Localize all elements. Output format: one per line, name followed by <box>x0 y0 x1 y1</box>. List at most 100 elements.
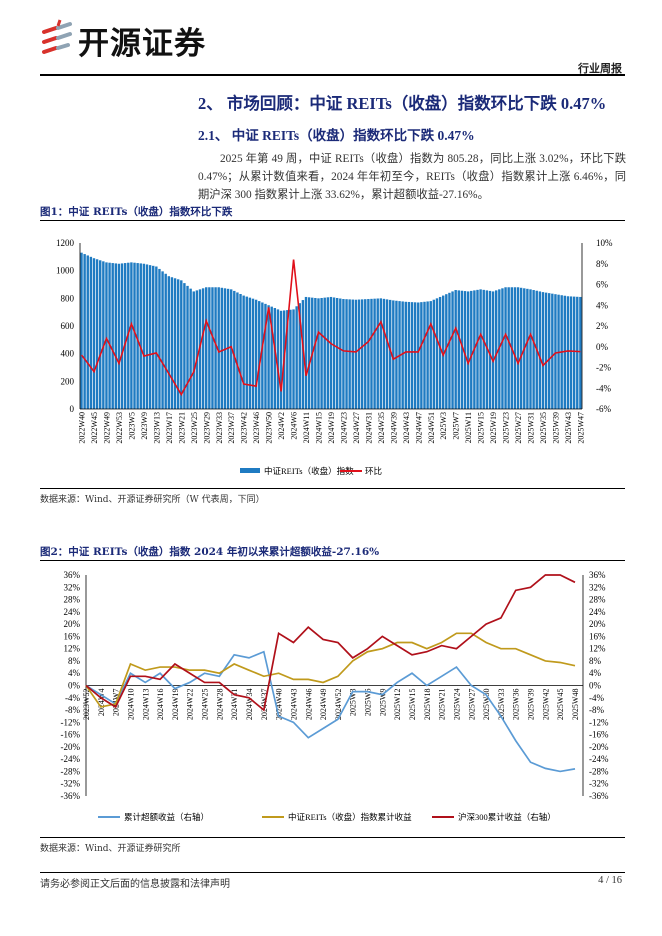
index-bar <box>298 303 301 409</box>
index-bar <box>457 290 460 409</box>
index-bar <box>519 287 523 409</box>
index-bar <box>307 297 311 409</box>
x-tick-label: 2025W24 <box>452 689 461 721</box>
index-bar <box>395 300 398 409</box>
index-bar <box>136 263 139 409</box>
index-bar <box>111 263 114 409</box>
index-bar <box>130 262 133 409</box>
figure2-source: 数据来源：Wind、开源证券研究所 <box>40 844 181 854</box>
y-tick-right: -16% <box>589 730 609 740</box>
y-tick-left: 28% <box>64 595 81 605</box>
index-bar <box>541 292 545 409</box>
x-tick-label: 2022W49 <box>103 412 112 444</box>
y-tick-right: 6% <box>596 280 609 290</box>
x-tick-label: 2025W48 <box>571 689 580 721</box>
index-bar <box>566 296 570 409</box>
y-tick-right: 4% <box>589 668 602 678</box>
index-bar <box>479 289 482 409</box>
y-tick-left: -24% <box>61 754 81 764</box>
figure1-top-rule <box>40 220 625 221</box>
x-tick-label: 2023W25 <box>190 412 199 444</box>
y-tick-left: 1000 <box>56 266 75 276</box>
y-tick-right: -12% <box>589 717 609 727</box>
index-bar <box>348 299 351 409</box>
y-tick-right: 36% <box>589 570 606 580</box>
x-tick-label: 2025W47 <box>576 412 585 444</box>
y-tick-left: 12% <box>64 644 81 654</box>
index-bar <box>289 309 292 409</box>
x-tick-label: 2023W17 <box>165 412 174 444</box>
x-tick-label: 2025W39 <box>551 412 560 444</box>
y-tick-right: -28% <box>589 766 609 776</box>
index-bar <box>161 271 164 409</box>
index-bar <box>114 263 118 409</box>
index-bar <box>295 306 298 409</box>
x-tick-label: 2024W22 <box>186 689 195 721</box>
index-bar <box>192 291 195 409</box>
y-tick-right: -4% <box>596 383 611 393</box>
x-tick-label: 2025W9 <box>378 689 387 717</box>
index-bar <box>329 296 333 409</box>
index-bar <box>155 266 158 409</box>
y-tick-right: 32% <box>589 582 606 592</box>
index-bar <box>214 287 217 409</box>
x-tick-label: 2025W33 <box>497 689 506 721</box>
index-bar <box>351 299 354 409</box>
index-bar <box>438 296 442 409</box>
index-bar <box>569 296 573 409</box>
x-tick-label: 2024W11 <box>302 412 311 443</box>
legend-label-0: 累计超额收益（右轴） <box>124 812 209 822</box>
x-tick-label: 2023W37 <box>227 412 236 444</box>
y-tick-left: -20% <box>61 742 81 752</box>
index-bar <box>148 265 152 409</box>
index-bar <box>164 273 167 409</box>
y-tick-right: 10% <box>596 238 613 248</box>
index-bar <box>83 254 86 409</box>
index-bar <box>279 310 283 409</box>
index-bar <box>507 287 510 409</box>
x-tick-label: 2024W13 <box>141 689 150 721</box>
index-bar <box>317 298 320 409</box>
x-tick-label: 2024W51 <box>427 412 436 444</box>
index-bar <box>488 290 492 409</box>
x-tick-label: 2025W12 <box>393 689 402 721</box>
index-bar <box>370 298 373 409</box>
y-tick-left: 400 <box>61 349 75 359</box>
index-bar <box>201 288 205 409</box>
index-bar <box>142 263 146 409</box>
index-bar <box>435 298 439 409</box>
index-bar <box>373 298 376 409</box>
x-tick-label: 2025W15 <box>408 689 417 721</box>
x-tick-label: 2022W40 <box>78 412 87 444</box>
legend-label-2: 沪深300累计收益（右轴） <box>458 812 556 822</box>
index-bar <box>382 298 386 409</box>
x-tick-label: 2024W40 <box>275 689 284 721</box>
index-bar <box>95 259 99 409</box>
x-tick-label: 2024W34 <box>245 689 254 721</box>
index-bar <box>482 289 485 409</box>
company-logo-icon <box>42 19 72 54</box>
section-heading: 2、 市场回顾：中证 REITs（收盘）指数环比下跌 0.47% <box>198 94 607 113</box>
index-bar <box>205 287 208 409</box>
series-line-0 <box>85 650 576 773</box>
summary-paragraph: 2025 年第 49 周，中证 REITs（收盘）指数为 805.28，同比上涨… <box>198 153 626 201</box>
figure1-chart: 0 200 400 600 800 1000 1200 -6% -4% -2% 0% 2% 4% 6% 8%… <box>56 238 613 476</box>
y-tick-left: 4% <box>68 668 81 678</box>
index-bar <box>86 255 89 409</box>
y-tick-left: 36% <box>64 570 81 580</box>
y-tick-right: 16% <box>589 631 606 641</box>
x-tick-label: 2023W29 <box>202 412 211 444</box>
index-bar <box>170 277 174 409</box>
x-tick-label: 2023W13 <box>152 412 161 444</box>
index-bar <box>176 279 180 409</box>
y-tick-left: 0% <box>68 681 81 691</box>
x-tick-label: 2025W39 <box>527 689 536 721</box>
y-tick-left: 24% <box>64 607 81 617</box>
index-bar <box>208 287 211 409</box>
x-tick-label: 2024W25 <box>201 689 210 721</box>
x-tick-label: 2025W19 <box>489 412 498 444</box>
index-bar <box>470 290 473 409</box>
subsection-heading: 2.1、 中证 REITs（收盘）指数环比下跌 0.47% <box>198 128 475 143</box>
index-bar <box>423 301 426 409</box>
y-tick-right: 0% <box>596 342 609 352</box>
